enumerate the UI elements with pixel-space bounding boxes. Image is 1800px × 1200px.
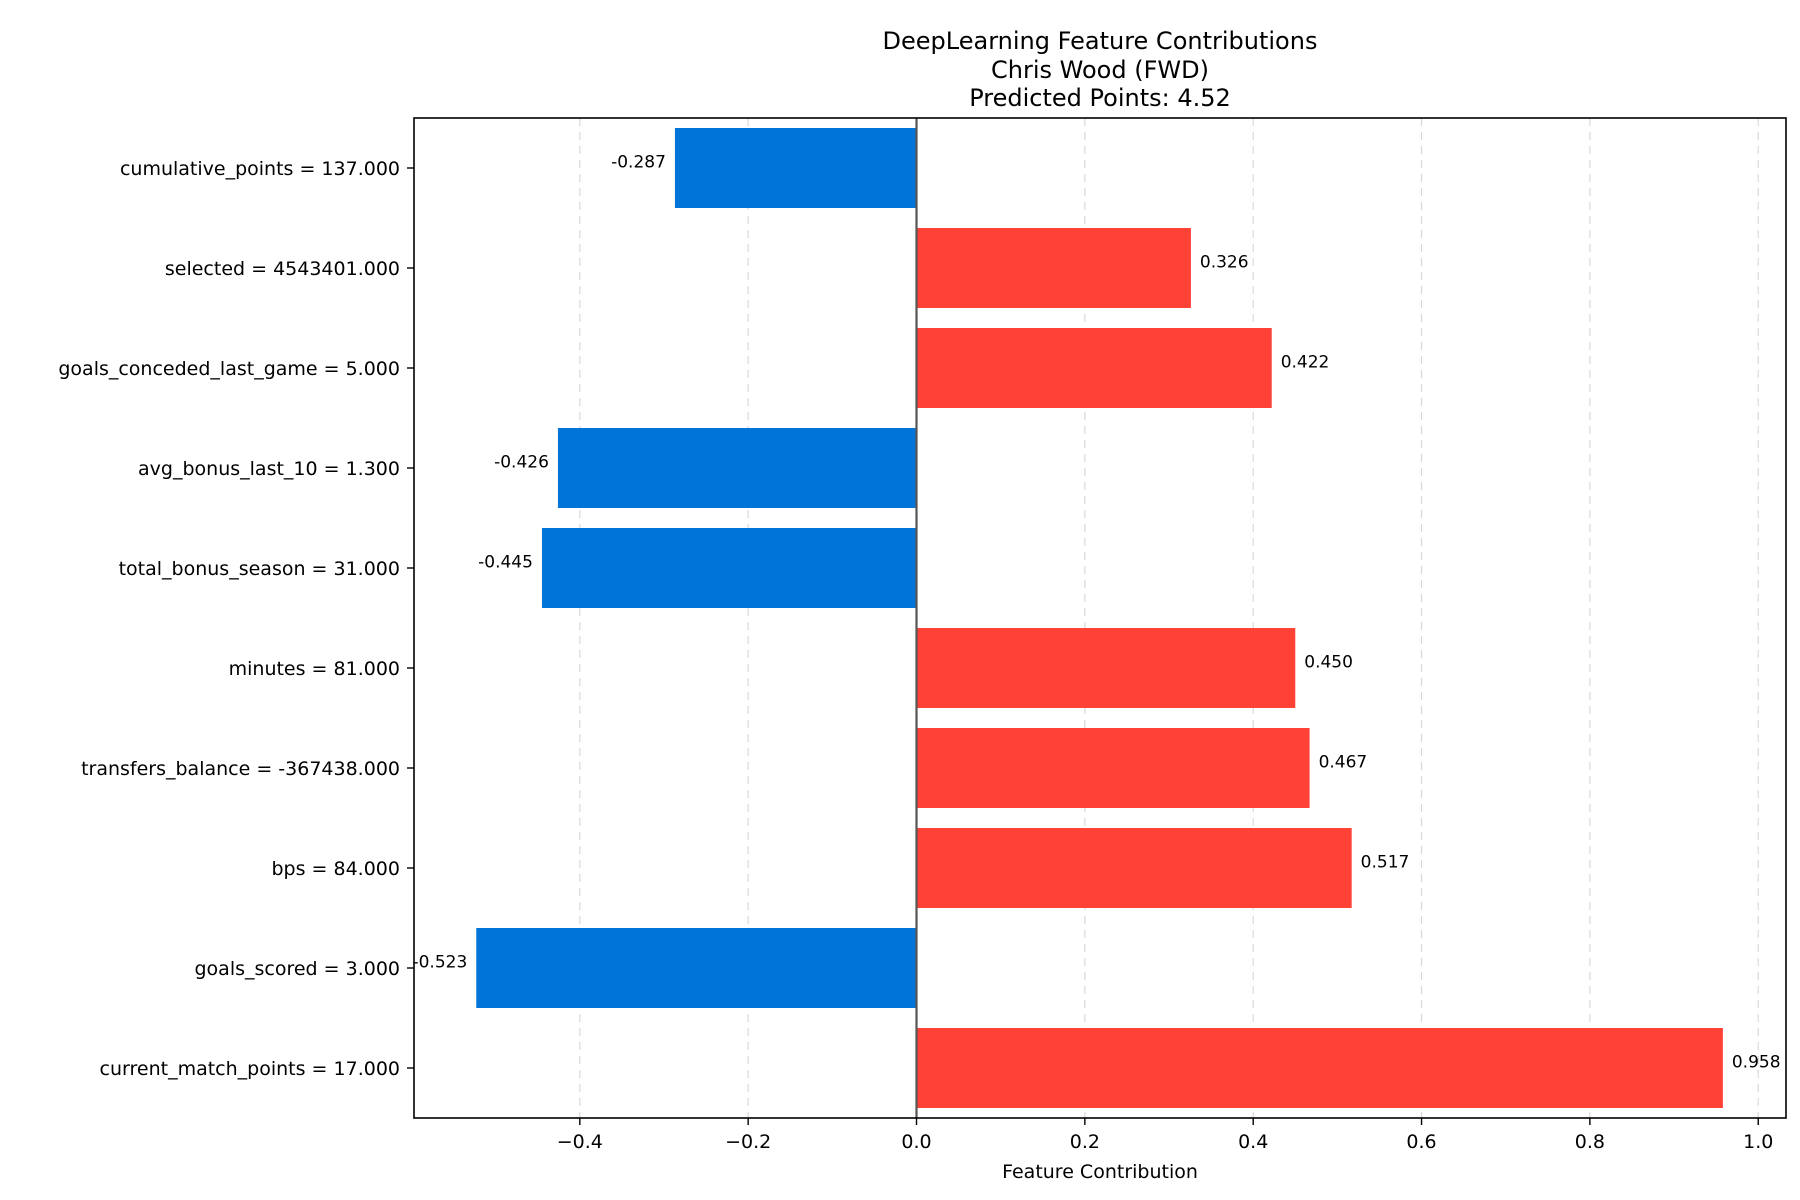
y-tick-label: selected = 4543401.000 bbox=[165, 258, 400, 280]
bar-value-label: -0.287 bbox=[611, 153, 666, 173]
y-tick-label: bps = 84.000 bbox=[271, 858, 400, 880]
chart-title-line-2: Chris Wood (FWD) bbox=[991, 56, 1209, 84]
x-tick-label: −0.2 bbox=[725, 1131, 771, 1153]
bars bbox=[476, 128, 1723, 1108]
x-axis-label: Feature Contribution bbox=[1002, 1161, 1198, 1183]
y-tick-label: minutes = 81.000 bbox=[229, 658, 400, 680]
y-tick-label: transfers_balance = -367438.000 bbox=[81, 758, 400, 780]
bar-value-label: 0.517 bbox=[1361, 853, 1410, 873]
chart-title: DeepLearning Feature Contributions Chris… bbox=[883, 27, 1318, 112]
x-tick-label: 0.4 bbox=[1238, 1131, 1268, 1153]
bar bbox=[557, 428, 917, 508]
bar-value-labels: -0.287 0.326 0.422 -0.426 -0.445 0.450 0.467 0.… bbox=[412, 153, 1780, 1073]
bar bbox=[916, 628, 1296, 708]
x-tick-label: 0.0 bbox=[901, 1131, 931, 1153]
x-axis-ticks: −0.4 −0.2 0.0 0.2 0.4 0.6 0.8 1.0 bbox=[557, 1118, 1773, 1153]
x-tick-label: 1.0 bbox=[1743, 1131, 1773, 1153]
y-tick-label: goals_conceded_last_game = 5.000 bbox=[58, 358, 400, 380]
y-axis-ticks: cumulative_points = 137.000 selected = 45… bbox=[58, 158, 414, 1080]
bar-value-label: -0.426 bbox=[494, 453, 549, 473]
y-tick-label: total_bonus_season = 31.000 bbox=[119, 558, 400, 580]
bar bbox=[476, 928, 917, 1008]
bar-value-label: 0.422 bbox=[1281, 353, 1330, 373]
y-tick-label: goals_scored = 3.000 bbox=[194, 958, 400, 980]
bar bbox=[674, 128, 917, 208]
plot-frame bbox=[413, 117, 1787, 1119]
bar bbox=[916, 328, 1272, 408]
bar bbox=[541, 528, 917, 608]
x-tick-label: 0.6 bbox=[1406, 1131, 1436, 1153]
chart-title-line-1: DeepLearning Feature Contributions bbox=[883, 27, 1318, 55]
bar-value-label: 0.958 bbox=[1732, 1053, 1781, 1073]
y-tick-label: current_match_points = 17.000 bbox=[100, 1058, 400, 1080]
bar bbox=[916, 228, 1191, 308]
y-tick-label: avg_bonus_last_10 = 1.300 bbox=[138, 458, 400, 480]
bar bbox=[916, 1028, 1723, 1108]
bar-value-label: -0.523 bbox=[412, 953, 467, 973]
y-tick-label: cumulative_points = 137.000 bbox=[120, 158, 400, 180]
x-tick-label: 0.8 bbox=[1575, 1131, 1605, 1153]
bar bbox=[916, 728, 1310, 808]
bar-value-label: 0.467 bbox=[1319, 753, 1368, 773]
bar bbox=[916, 828, 1352, 908]
x-tick-label: −0.4 bbox=[557, 1131, 603, 1153]
bar-value-label: 0.450 bbox=[1304, 653, 1353, 673]
chart-title-line-3: Predicted Points: 4.52 bbox=[969, 84, 1231, 112]
bar-value-label: 0.326 bbox=[1200, 253, 1249, 273]
x-tick-label: 0.2 bbox=[1070, 1131, 1100, 1153]
bar-value-label: -0.445 bbox=[478, 553, 533, 573]
